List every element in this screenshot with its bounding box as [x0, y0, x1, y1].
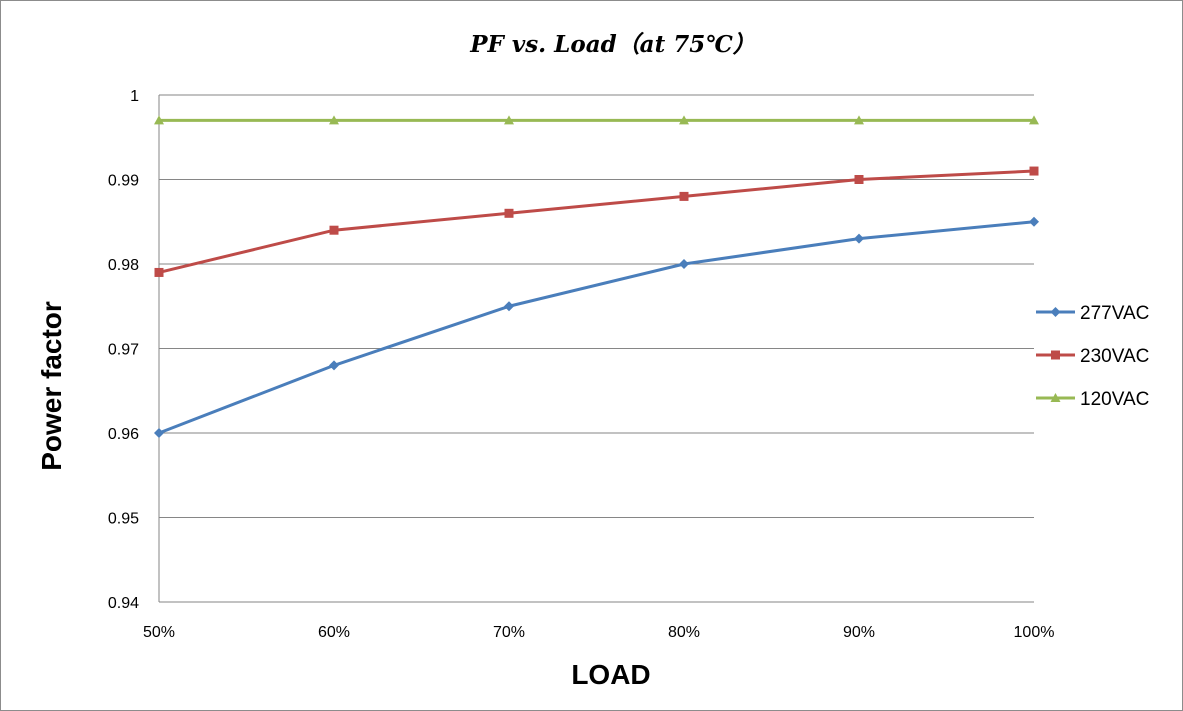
y-tick-label: 0.99	[108, 173, 139, 190]
data-point-277vac	[154, 428, 164, 438]
legend-item-230vac: 230VAC	[1036, 346, 1149, 367]
y-tick-label: 1	[130, 88, 139, 105]
y-tick-label: 0.94	[108, 595, 139, 612]
legend-marker-230vac	[1051, 350, 1060, 360]
x-tick-label: 100%	[1014, 624, 1055, 641]
data-point-230vac	[504, 208, 514, 218]
series-120vac	[154, 115, 1039, 125]
legend-marker-120vac	[1050, 393, 1061, 402]
chart-title: PF vs. Load（at 75℃）	[469, 31, 756, 58]
y-axis-title: Power factor	[36, 301, 67, 471]
data-point-277vac	[1029, 216, 1039, 227]
y-tick-label: 0.97	[108, 342, 139, 359]
grid-lines	[159, 94, 1034, 603]
x-tick-label: 80%	[668, 624, 700, 641]
data-point-277vac	[854, 233, 864, 244]
x-tick-label: 50%	[143, 624, 175, 641]
y-tick-label: 0.95	[108, 511, 139, 528]
data-point-120vac	[854, 115, 864, 125]
series-group	[154, 115, 1039, 438]
legend-item-120vac: 120VAC	[1036, 389, 1149, 410]
data-point-230vac	[329, 225, 339, 235]
legend-label-120vac: 120VAC	[1080, 389, 1149, 410]
data-point-230vac	[1029, 166, 1039, 176]
x-tick-label: 60%	[318, 624, 350, 641]
y-tick-label: 0.98	[108, 257, 139, 274]
data-point-230vac	[679, 191, 689, 201]
series-line-230vac	[158, 169, 1035, 274]
data-point-277vac	[679, 259, 689, 269]
y-tick-label: 0.96	[108, 426, 139, 443]
legend-marker-277vac	[1050, 307, 1061, 317]
x-axis-title: LOAD	[571, 659, 650, 690]
legend-label-230vac: 230VAC	[1080, 346, 1149, 367]
series-line-277vac	[158, 220, 1035, 435]
legend-label-277vac: 277VAC	[1080, 303, 1149, 324]
data-point-277vac	[504, 301, 514, 312]
legend-item-277vac: 277VAC	[1036, 303, 1149, 324]
x-tick-label: 70%	[493, 624, 525, 641]
data-point-120vac	[1029, 115, 1039, 125]
data-point-230vac	[154, 267, 164, 277]
y-tick-labels: 0.94 0.95 0.96 0.97 0.98 0.99 1	[108, 88, 139, 612]
data-point-230vac	[854, 175, 864, 184]
axes	[158, 95, 1034, 603]
data-point-120vac	[504, 115, 514, 125]
data-point-277vac	[329, 360, 339, 371]
x-tick-label: 90%	[843, 624, 875, 641]
series-277vac	[154, 216, 1039, 438]
series-230vac	[154, 166, 1039, 277]
x-tick-labels: 50% 60% 70% 80% 90% 100%	[143, 624, 1054, 641]
data-point-120vac	[679, 115, 689, 125]
data-point-120vac	[329, 115, 339, 125]
legend: 277VAC 230VAC 120VAC	[1036, 303, 1149, 410]
data-point-120vac	[154, 115, 164, 125]
